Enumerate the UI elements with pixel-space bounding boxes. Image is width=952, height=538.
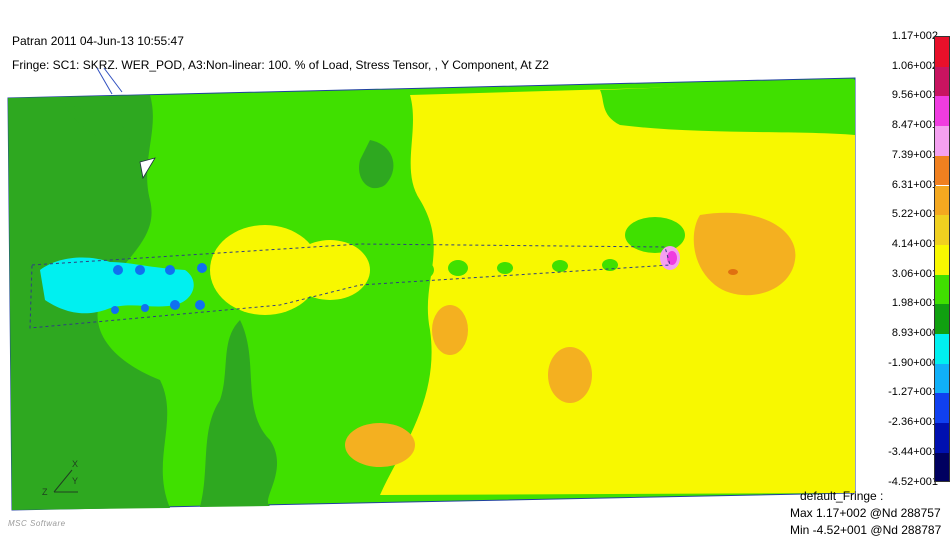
legend-label: 5.22+001 [891,208,938,221]
axis-y-label: X [72,459,78,469]
legend-color-swatch [935,334,950,364]
fringe-leader-line [103,67,123,93]
legend-color-swatch [935,215,950,245]
legend-label: 1.06+002 [891,59,938,72]
fringe-leader-line [96,67,113,95]
fem-mesh-contour [7,77,856,511]
legend-color-swatch [935,66,950,97]
legend-label: 7.39+001 [891,148,938,161]
legend-color-swatch [935,452,950,483]
fringe-min-value: Min -4.52+001 @Nd 288787 [790,523,942,537]
legend-label: 1.98+001 [891,297,938,310]
legend-label: 4.14+001 [891,237,938,250]
legend-label: 6.31+001 [891,178,938,191]
fringe-info-title: default_Fringe : [800,489,884,503]
legend-label: -1.90+000 [888,356,938,369]
legend-color-swatch [935,185,950,216]
axis-z-label: Z [42,487,48,497]
fringe-plot-viewport[interactable]: Z X Y [0,0,870,538]
legend-label: 8.47+001 [891,119,938,132]
legend-label: 8.93+000 [891,327,938,339]
legend-color-swatch [935,363,950,394]
legend-color-swatch [935,304,950,334]
legend-label: -4.52+001 [888,475,938,488]
legend-color-swatch [935,274,950,305]
legend-label: 3.06+001 [891,267,938,280]
legend-label: 9.56+001 [891,89,938,102]
legend-label: -3.44+001 [888,445,938,458]
legend-label: -1.27+001 [888,386,938,399]
legend-color-swatch [935,244,950,275]
legend-color-swatch [935,96,950,127]
axis-triad: Z X Y [42,459,78,497]
legend-color-swatch [935,393,950,424]
viewport-title: Patran 2011 04-Jun-13 10:55:47 [12,34,184,48]
axis-x-label: Y [72,476,78,486]
fringe-description: Fringe: SC1: SKRZ. WER_POD, A3:Non-linea… [12,58,549,72]
legend-color-swatch [935,37,950,67]
legend-color-swatch [935,155,950,186]
msc-software-logo: MSC Software [8,519,66,528]
legend-label: -2.36+001 [888,416,938,429]
legend-label: 1.17+002 [891,30,938,42]
fringe-max-value: Max 1.17+002 @Nd 288757 [790,506,941,520]
legend-color-swatch [935,423,950,453]
legend-color-swatch [935,126,950,156]
